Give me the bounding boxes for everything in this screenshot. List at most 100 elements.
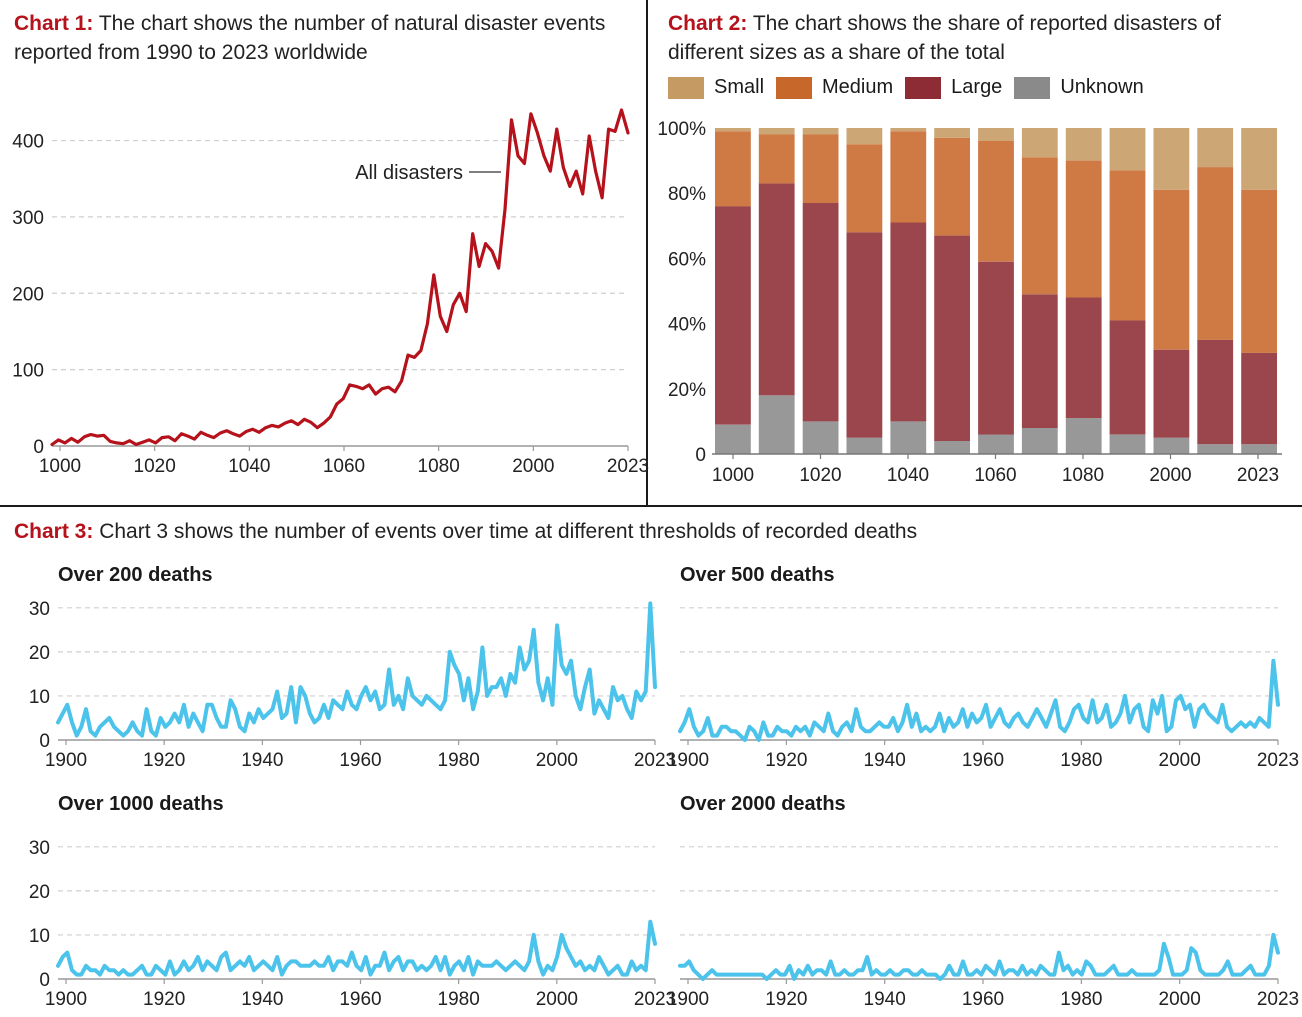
chart3c-xtick-label: 1920 <box>143 989 185 1010</box>
chart2-legend: Small Medium Large Unknown <box>668 76 1156 99</box>
chart2-bar-large <box>978 261 1014 435</box>
chart1-ytick-label: 100 <box>12 361 44 382</box>
legend-item-unknown: Unknown <box>1014 76 1144 99</box>
chart2-bar-medium <box>934 137 970 236</box>
chart2-bar-unknown <box>1241 444 1277 454</box>
chart2-ytick-label: 80% <box>668 184 706 205</box>
chart2-bar-medium <box>1109 170 1146 321</box>
chart2-bar-medium <box>846 144 883 233</box>
chart1-title: Chart 1: The chart shows the number of n… <box>14 9 624 67</box>
chart2-bar-medium <box>1153 189 1190 350</box>
chart3d-xtick-label: 2023 <box>1257 989 1299 1010</box>
chart1-xtick-label: 2023 <box>607 456 649 477</box>
legend-label-small: Small <box>714 76 765 98</box>
chart2-bar-small <box>1021 128 1058 158</box>
chart3a-xtick-label: 1960 <box>339 750 381 771</box>
chart3c-ytick-label: 10 <box>29 926 50 947</box>
chart3b-xtick-label: 1960 <box>962 750 1004 771</box>
chart2-xtick-label: 1060 <box>974 465 1016 486</box>
chart3d-xtick-label: 1980 <box>1060 989 1102 1010</box>
chart3-label: Chart 3: <box>14 520 94 543</box>
legend-swatch-large <box>905 76 942 99</box>
legend-label-large: Large <box>951 76 1003 98</box>
chart2-bar-medium <box>1197 167 1234 340</box>
chart2-bar-small <box>802 128 839 135</box>
chart2-bar-large <box>1109 320 1146 435</box>
chart1-xtick-label: 1040 <box>228 456 270 477</box>
chart3a-ytick-label: 30 <box>29 599 50 620</box>
chart3d-title: Over 2000 deaths <box>680 793 846 815</box>
chart3c-title: Over 1000 deaths <box>58 793 224 815</box>
chart3d-xtick-label: 1900 <box>667 989 709 1010</box>
chart2-bar-medium <box>758 134 795 184</box>
chart3a-series-line <box>56 601 657 738</box>
chart2-bar-small <box>715 128 751 132</box>
chart2-bar-small <box>978 128 1014 141</box>
chart3b-title: Over 500 deaths <box>680 564 835 586</box>
legend-item-large: Large <box>905 76 1002 99</box>
chart3a-title: Over 200 deaths <box>58 564 213 586</box>
chart2-ytick-label: 20% <box>668 380 706 401</box>
chart1-xtick-label: 1020 <box>134 456 176 477</box>
chart2-bar-unknown <box>1153 437 1190 454</box>
chart2-bar-small <box>846 128 883 145</box>
chart3c-xtick-label: 1900 <box>45 989 87 1010</box>
chart2-bar-large <box>1197 339 1234 445</box>
chart2-bar-large <box>1065 297 1102 419</box>
chart2-xtick-label: 2023 <box>1237 465 1279 486</box>
chart3c-ytick-label: 30 <box>29 838 50 859</box>
chart2-bar-medium <box>715 131 751 207</box>
chart2-ytick-label: 100% <box>657 119 706 140</box>
chart2-ytick-label: 40% <box>668 315 706 336</box>
chart2-bar-medium <box>802 134 839 203</box>
chart2-xtick-label: 2000 <box>1149 465 1191 486</box>
chart2-bar-unknown <box>1021 427 1058 454</box>
chart3b-xtick-label: 2000 <box>1159 750 1201 771</box>
chart1-xtick-label: 2000 <box>512 456 554 477</box>
chart2-title: Chart 2: The chart shows the share of re… <box>668 9 1288 67</box>
chart2-bar-small <box>934 128 970 138</box>
chart2-bar-unknown <box>758 395 795 454</box>
chart2-bar-large <box>1153 349 1190 438</box>
chart1-label: Chart 1: <box>14 12 94 35</box>
chart3b-xtick-label: 1920 <box>765 750 807 771</box>
chart3a-xtick-label: 2000 <box>536 750 578 771</box>
vertical-divider <box>646 0 648 506</box>
chart3d-xtick-label: 1940 <box>864 989 906 1010</box>
chart1-ytick-label: 400 <box>12 132 44 153</box>
chart3c-xtick-label: 2000 <box>536 989 578 1010</box>
chart2-bar-large <box>934 235 970 441</box>
chart3d-xtick-label: 2000 <box>1159 989 1201 1010</box>
chart3c-xtick-label: 2023 <box>634 989 676 1010</box>
chart3a-ytick-label: 0 <box>39 731 50 752</box>
chart3a-xtick-label: 1980 <box>438 750 480 771</box>
chart2-bar-small <box>1197 128 1234 168</box>
chart2-bar-unknown <box>715 424 751 454</box>
chart2-bar-medium <box>1065 160 1102 298</box>
chart3c-xtick-label: 1940 <box>241 989 283 1010</box>
chart3a-xtick-label: 1920 <box>143 750 185 771</box>
chart2-bar-unknown <box>1197 444 1234 454</box>
chart2-bar-large <box>1021 294 1058 428</box>
chart3b-xtick-label: 1940 <box>864 750 906 771</box>
chart3-title-text: Chart 3 shows the number of events over … <box>99 520 918 543</box>
legend-label-medium: Medium <box>822 76 894 98</box>
chart2-ytick-label: 0 <box>695 445 706 466</box>
chart3d-xtick-label: 1960 <box>962 989 1004 1010</box>
chart2-bar-large <box>715 206 751 425</box>
chart2-bar-unknown <box>846 437 883 454</box>
chart2-bar-large <box>846 232 883 438</box>
chart2-bar-unknown <box>1065 418 1102 454</box>
chart1-ytick-label: 0 <box>33 437 44 458</box>
chart2-bar-large <box>890 222 927 422</box>
legend-label-unknown: Unknown <box>1060 76 1144 98</box>
chart3c-xtick-label: 1980 <box>438 989 480 1010</box>
chart2-bar-large <box>758 183 795 396</box>
chart1-series-line <box>50 108 630 447</box>
chart3a-xtick-label: 1940 <box>241 750 283 771</box>
legend-item-small: Small <box>668 76 764 99</box>
chart1-annotation: All disasters <box>355 162 463 184</box>
chart2-title-text: The chart shows the share of reported di… <box>668 12 1221 64</box>
chart3c-series-line <box>56 919 657 977</box>
chart2-xtick-label: 1040 <box>887 465 929 486</box>
